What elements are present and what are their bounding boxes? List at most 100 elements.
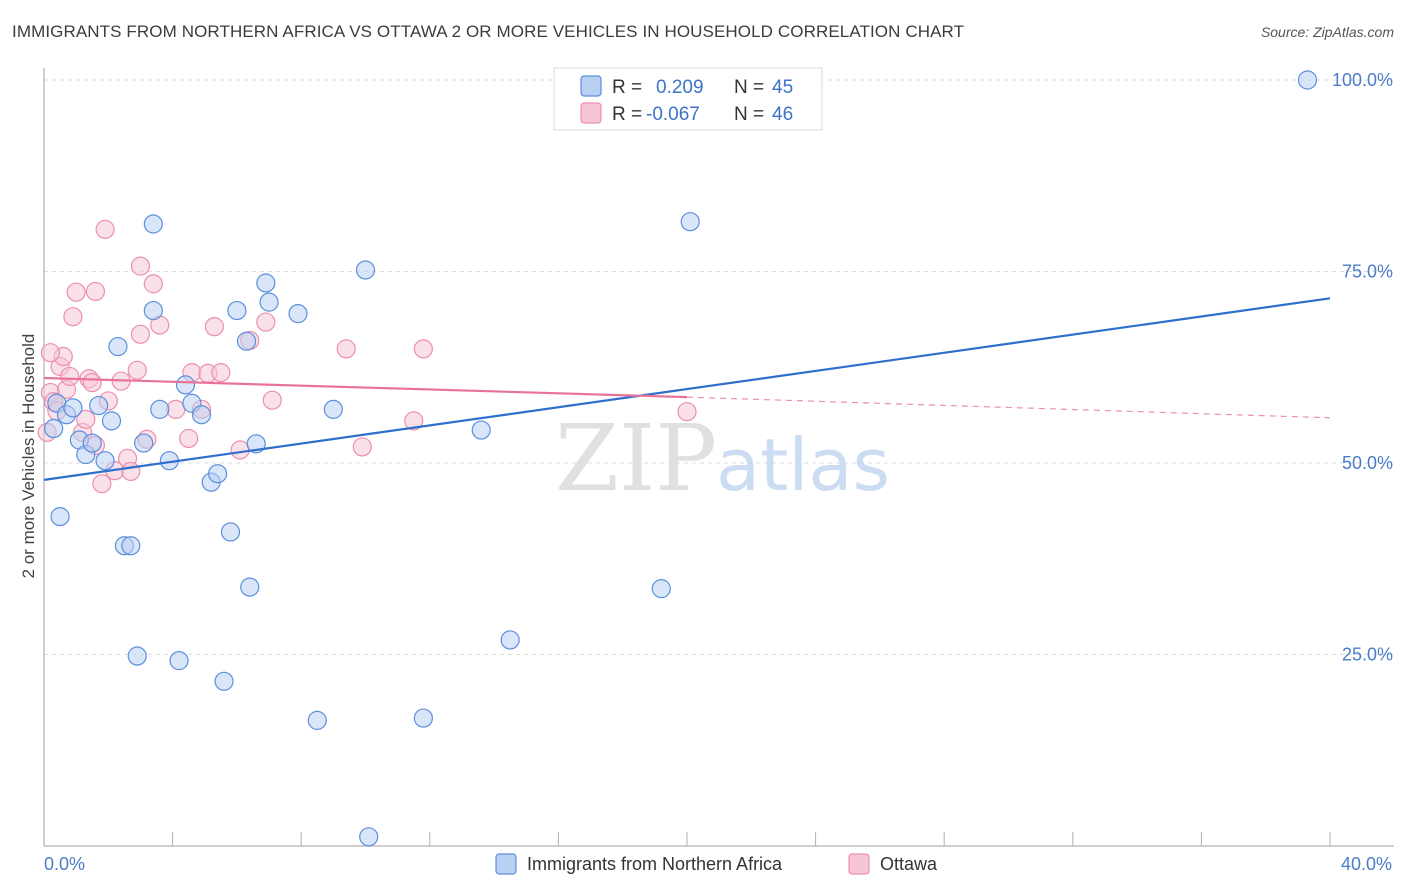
stats-legend: R = 0.209 N = 45 R = -0.067 N = 46 (553, 67, 823, 131)
northern-africa-point (44, 418, 64, 439)
northern-africa-trend-line (43, 297, 1331, 481)
series-legend: Immigrants from Northern Africa Ottawa (495, 853, 938, 875)
source-label: Source: ZipAtlas.com (1260, 24, 1394, 40)
northern-africa-point (1297, 70, 1318, 90)
northern-africa-point (256, 273, 276, 293)
ottawa-point (336, 339, 356, 359)
ottawa-point (143, 274, 163, 294)
legend-n-label-2: N = (734, 104, 764, 125)
ottawa-point (63, 307, 83, 327)
y-axis-label: 2 or more Vehicles in Household (19, 334, 38, 579)
northern-africa-point (323, 399, 343, 419)
northern-africa-point (220, 522, 241, 542)
series-legend-label-blue: Immigrants from Northern Africa (527, 854, 783, 874)
y-tick-labels: 25.0% 50.0% 75.0% 100.0% (1332, 70, 1393, 665)
series-legend-label-pink: Ottawa (880, 854, 938, 874)
ottawa-point (66, 282, 86, 302)
ottawa-point (413, 339, 433, 359)
watermark: ZIP atlas (555, 405, 890, 512)
legend-r-label-1: R = (612, 77, 642, 98)
ottawa-point (404, 411, 424, 431)
northern-africa-point (50, 507, 70, 527)
northern-africa-point (471, 420, 491, 440)
ottawa-point (85, 281, 106, 302)
ottawa-point (130, 324, 151, 344)
ottawa-point (352, 437, 372, 457)
northern-africa-point (127, 646, 147, 666)
northern-africa-point (208, 464, 228, 484)
northern-africa-point (95, 451, 115, 471)
ottawa-point (121, 461, 141, 482)
northern-africa-point (143, 214, 163, 234)
northern-africa-point (236, 331, 257, 351)
ottawa-point (130, 256, 151, 276)
ottawa-point (262, 390, 282, 410)
series-legend-swatch-blue (495, 853, 517, 875)
northern-africa-point (143, 300, 163, 321)
watermark-zip: ZIP (555, 405, 717, 512)
northern-africa-point (169, 651, 189, 671)
ottawa-point (204, 317, 224, 337)
watermark-atlas: atlas (716, 423, 890, 507)
trend-lines (43, 297, 1331, 481)
northern-africa-point (355, 260, 376, 280)
northern-africa-point (82, 433, 102, 453)
x-tick-label-max: 40.0% (1341, 854, 1392, 874)
ottawa-point (166, 399, 186, 419)
ottawa-point (76, 409, 96, 429)
northern-africa-point (259, 292, 279, 312)
legend-n-value-1: 45 (772, 77, 793, 98)
northern-africa-point (307, 710, 327, 730)
northern-africa-point (134, 433, 154, 453)
northern-africa-point (680, 212, 700, 232)
northern-africa-point (101, 411, 122, 431)
ottawa-point (82, 372, 102, 393)
chart-title: IMMIGRANTS FROM NORTHERN AFRICA VS OTTAW… (12, 22, 965, 41)
legend-r-value-1: 0.209 (656, 77, 704, 98)
northern-africa-point (413, 708, 433, 728)
northern-africa-point (121, 536, 141, 556)
northern-africa-points (44, 70, 1318, 847)
ottawa-point (677, 402, 697, 422)
y-tick-label: 100.0% (1332, 70, 1393, 90)
x-tick-label-min: 0.0% (44, 854, 85, 874)
northern-africa-point (89, 395, 109, 416)
ottawa-point (179, 428, 199, 449)
northern-africa-point (175, 375, 196, 395)
northern-africa-point (108, 336, 128, 357)
x-ticks (43, 832, 1331, 846)
legend-n-label-1: N = (734, 77, 764, 98)
ottawa-trend-line (43, 376, 688, 399)
northern-africa-point (191, 405, 212, 425)
legend-swatch-pink (580, 102, 602, 124)
northern-africa-point (63, 398, 83, 418)
ottawa-trend-line-extension (686, 396, 1331, 419)
legend-n-value-2: 46 (772, 104, 793, 125)
y-tick-label: 25.0% (1342, 645, 1393, 665)
legend-r-value-2: -0.067 (646, 104, 700, 125)
northern-africa-point (214, 671, 234, 691)
axes (43, 68, 1394, 847)
ottawa-point (211, 363, 231, 383)
ottawa-point (95, 219, 115, 239)
northern-africa-point (500, 630, 520, 650)
y-tick-label: 75.0% (1342, 262, 1393, 282)
northern-africa-point (150, 399, 170, 419)
northern-africa-point (359, 827, 379, 847)
series-legend-swatch-pink (848, 853, 870, 875)
legend-swatch-blue (580, 75, 602, 97)
ottawa-point (92, 474, 112, 494)
y-tick-label: 50.0% (1342, 453, 1393, 473)
legend-r-label-2: R = (612, 104, 642, 125)
northern-africa-point (651, 579, 671, 599)
northern-africa-point (288, 304, 308, 324)
ottawa-point (127, 360, 147, 380)
ottawa-point (230, 440, 250, 460)
ottawa-points (37, 219, 697, 494)
northern-africa-point (240, 577, 260, 597)
northern-africa-point (227, 300, 247, 321)
gridlines (44, 79, 1394, 655)
ottawa-point (60, 366, 80, 387)
ottawa-point (256, 312, 276, 332)
